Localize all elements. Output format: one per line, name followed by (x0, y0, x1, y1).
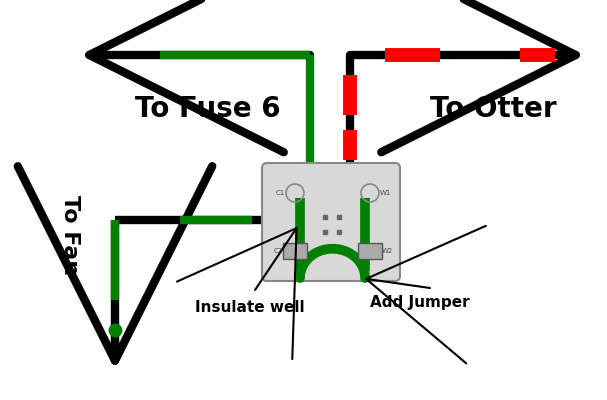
Text: To Otter: To Otter (430, 95, 557, 123)
Text: W1: W1 (380, 190, 392, 196)
Bar (283, 243, 307, 259)
Text: To Fuse 6: To Fuse 6 (135, 95, 280, 123)
Text: Insulate well: Insulate well (195, 300, 305, 315)
FancyBboxPatch shape (262, 163, 400, 281)
Text: W2: W2 (382, 248, 393, 254)
Text: C1: C1 (276, 190, 285, 196)
Text: C2: C2 (274, 248, 283, 254)
Text: To Fan: To Fan (60, 195, 80, 275)
Bar (358, 243, 382, 259)
Text: Add Jumper: Add Jumper (370, 295, 470, 310)
